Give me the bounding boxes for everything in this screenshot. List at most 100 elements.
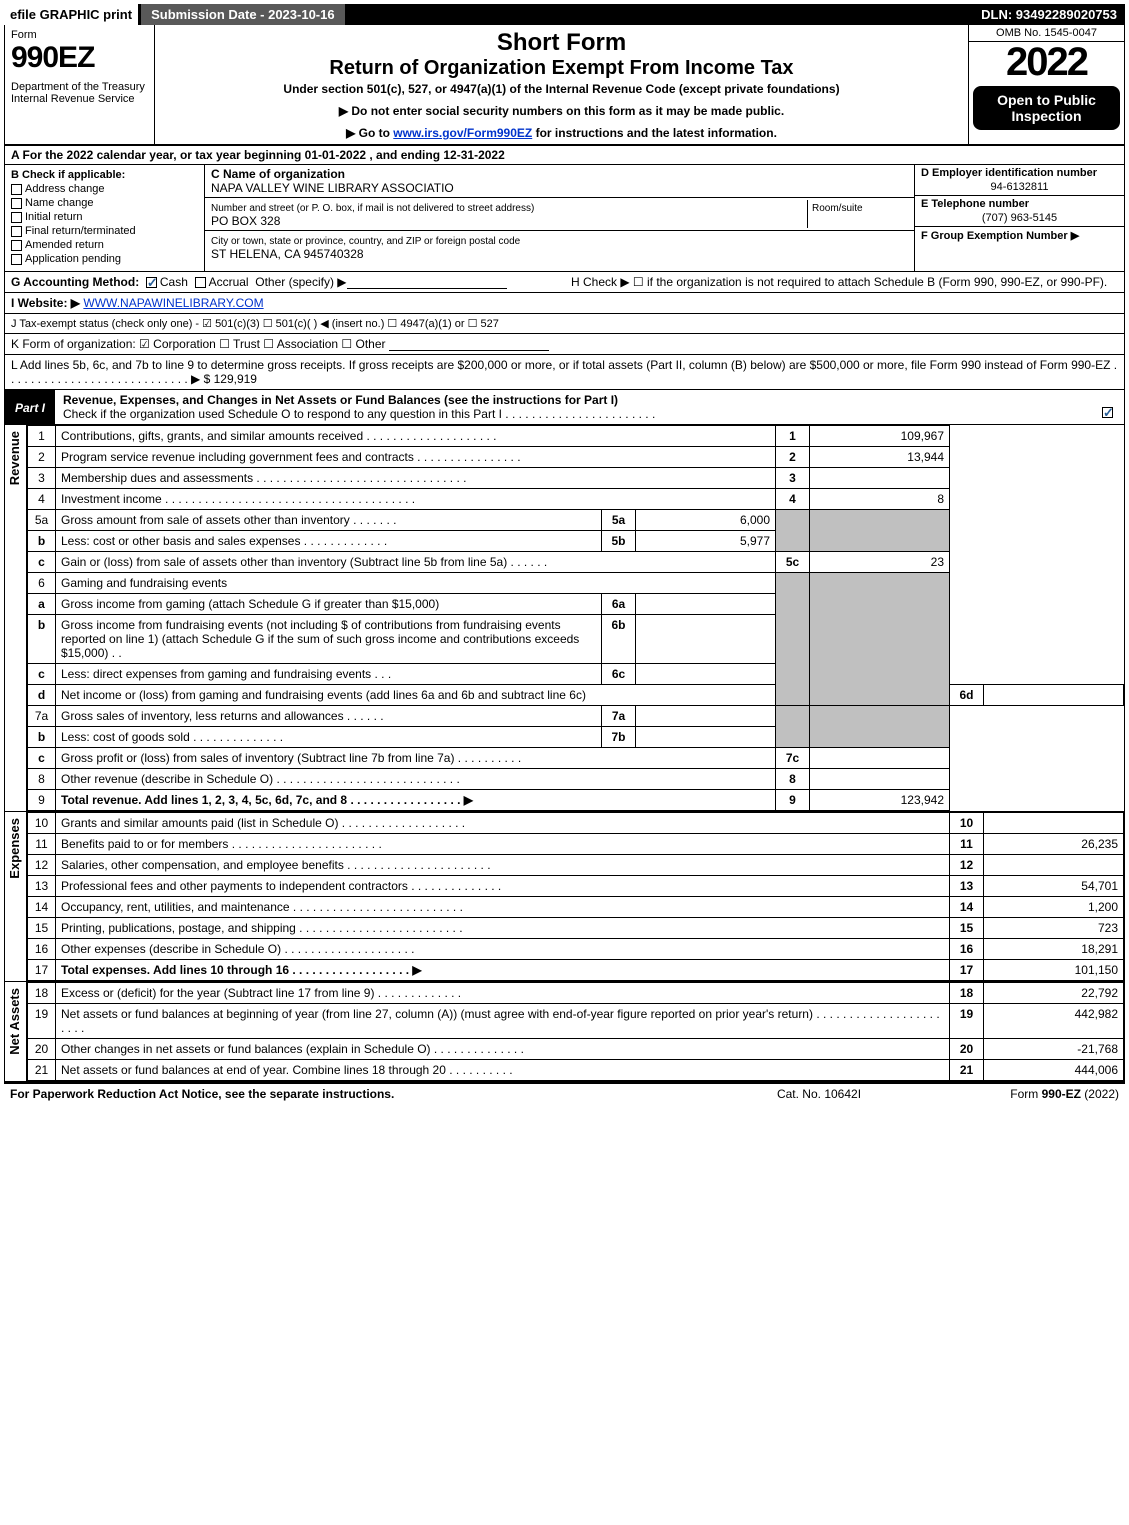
row-7c: cGross profit or (loss) from sales of in…	[28, 748, 1124, 769]
row-6a: aGross income from gaming (attach Schedu…	[28, 594, 1124, 615]
line-l: L Add lines 5b, 6c, and 7b to line 9 to …	[5, 355, 1124, 390]
header-right: OMB No. 1545-0047 2022 Open to Public In…	[969, 25, 1124, 144]
part1-title: Revenue, Expenses, and Changes in Net As…	[63, 393, 618, 407]
chk-initial-return[interactable]: Initial return	[11, 211, 198, 223]
row-4: 4Investment income . . . . . . . . . . .…	[28, 489, 1124, 510]
col-c: C Name of organization NAPA VALLEY WINE …	[205, 165, 914, 271]
e-label: E Telephone number	[921, 198, 1029, 210]
e-cell: E Telephone number (707) 963-5145	[915, 196, 1124, 227]
section-bcdef: B Check if applicable: Address change Na…	[5, 165, 1124, 272]
room-label: Room/suite	[812, 203, 863, 214]
expenses-table: 10Grants and similar amounts paid (list …	[27, 812, 1124, 981]
footer-left: For Paperwork Reduction Act Notice, see …	[10, 1087, 719, 1101]
note-ssn: ▶ Do not enter social security numbers o…	[163, 104, 960, 118]
row-7a: 7aGross sales of inventory, less returns…	[28, 706, 1124, 727]
row-12: 12Salaries, other compensation, and empl…	[28, 855, 1124, 876]
chk-cash[interactable]	[146, 277, 157, 288]
c-street-label: Number and street (or P. O. box, if mail…	[211, 203, 534, 214]
tax-year: 2022	[969, 42, 1124, 82]
line-gh: G Accounting Method: Cash Accrual Other …	[5, 272, 1124, 293]
irs-link[interactable]: www.irs.gov/Form990EZ	[393, 126, 532, 140]
c-city-cell: City or town, state or province, country…	[205, 231, 914, 263]
form-word: Form	[11, 29, 148, 41]
d-label: D Employer identification number	[921, 167, 1097, 179]
d-cell: D Employer identification number 94-6132…	[915, 165, 1124, 196]
row-11: 11Benefits paid to or for members . . . …	[28, 834, 1124, 855]
row-6c: cLess: direct expenses from gaming and f…	[28, 664, 1124, 685]
footer-right: Form 990-EZ (2022)	[919, 1087, 1119, 1101]
expenses-section: Expenses 10Grants and similar amounts pa…	[5, 811, 1124, 981]
i-label: I Website: ▶	[11, 296, 80, 310]
line-j: J Tax-exempt status (check only one) - ☑…	[5, 314, 1124, 334]
form-header: Form 990EZ Department of the Treasury In…	[5, 25, 1124, 146]
department-label: Department of the Treasury Internal Reve…	[11, 81, 148, 105]
row-14: 14Occupancy, rent, utilities, and mainte…	[28, 897, 1124, 918]
row-9: 9Total revenue. Add lines 1, 2, 3, 4, 5c…	[28, 790, 1124, 811]
c-name-label: C Name of organization	[211, 167, 345, 181]
expenses-tab: Expenses	[5, 812, 27, 981]
chk-amended-return[interactable]: Amended return	[11, 239, 198, 251]
org-city: ST HELENA, CA 945740328	[211, 247, 364, 261]
part1-title-wrap: Revenue, Expenses, and Changes in Net As…	[55, 390, 1124, 425]
part1-schedule-o-check[interactable]	[1102, 407, 1113, 418]
website-link[interactable]: WWW.NAPAWINELIBRARY.COM	[83, 296, 263, 310]
row-5b: bLess: cost or other basis and sales exp…	[28, 531, 1124, 552]
c-name-cell: C Name of organization NAPA VALLEY WINE …	[205, 165, 914, 198]
subtitle: Under section 501(c), 527, or 4947(a)(1)…	[163, 82, 960, 96]
k-text: K Form of organization: ☑ Corporation ☐ …	[11, 337, 386, 351]
f-label: F Group Exemption Number ▶	[921, 230, 1079, 242]
title-short-form: Short Form	[163, 29, 960, 57]
row-8: 8Other revenue (describe in Schedule O) …	[28, 769, 1124, 790]
line-g: G Accounting Method: Cash Accrual Other …	[11, 275, 551, 289]
row-2: 2Program service revenue including gover…	[28, 447, 1124, 468]
header-middle: Short Form Return of Organization Exempt…	[155, 25, 969, 144]
g-other-input[interactable]	[347, 277, 507, 289]
chk-final-return[interactable]: Final return/terminated	[11, 225, 198, 237]
row-20: 20Other changes in net assets or fund ba…	[28, 1039, 1124, 1060]
dln-label: DLN: 93492289020753	[973, 4, 1125, 25]
netassets-table: 18Excess or (deficit) for the year (Subt…	[27, 982, 1124, 1081]
g-other: Other (specify) ▶	[255, 275, 346, 289]
top-bar: efile GRAPHIC print Submission Date - 20…	[4, 4, 1125, 25]
row-19: 19Net assets or fund balances at beginni…	[28, 1004, 1124, 1039]
row-6: 6Gaming and fundraising events	[28, 573, 1124, 594]
row-18: 18Excess or (deficit) for the year (Subt…	[28, 983, 1124, 1004]
row-5c: cGain or (loss) from sale of assets othe…	[28, 552, 1124, 573]
netassets-section: Net Assets 18Excess or (deficit) for the…	[5, 981, 1124, 1081]
row-7b: bLess: cost of goods sold . . . . . . . …	[28, 727, 1124, 748]
f-cell: F Group Exemption Number ▶	[915, 227, 1124, 244]
row-6b: bGross income from fundraising events (n…	[28, 615, 1124, 664]
row-5a: 5aGross amount from sale of assets other…	[28, 510, 1124, 531]
g-cash: Cash	[160, 275, 188, 289]
row-17: 17Total expenses. Add lines 10 through 1…	[28, 960, 1124, 981]
row-3: 3Membership dues and assessments . . . .…	[28, 468, 1124, 489]
note-link: ▶ Go to www.irs.gov/Form990EZ for instru…	[163, 126, 960, 140]
row-13: 13Professional fees and other payments t…	[28, 876, 1124, 897]
open-to-public-badge: Open to Public Inspection	[973, 86, 1120, 130]
c-city-label: City or town, state or province, country…	[211, 236, 520, 247]
chk-application-pending[interactable]: Application pending	[11, 253, 198, 265]
submission-date-button[interactable]: Submission Date - 2023-10-16	[141, 4, 345, 25]
revenue-table: 1Contributions, gifts, grants, and simil…	[27, 425, 1124, 811]
revenue-section: Revenue 1Contributions, gifts, grants, a…	[5, 425, 1124, 811]
line-a: A For the 2022 calendar year, or tax yea…	[5, 146, 1124, 165]
form-number: 990EZ	[11, 41, 148, 75]
part1-bar: Part I Revenue, Expenses, and Changes in…	[5, 390, 1124, 425]
org-name: NAPA VALLEY WINE LIBRARY ASSOCIATIO	[211, 181, 454, 195]
part1-check: Check if the organization used Schedule …	[63, 407, 655, 421]
line-k: K Form of organization: ☑ Corporation ☐ …	[5, 334, 1124, 355]
chk-address-change[interactable]: Address change	[11, 183, 198, 195]
form-body: Form 990EZ Department of the Treasury In…	[4, 25, 1125, 1082]
title-return: Return of Organization Exempt From Incom…	[163, 57, 960, 80]
chk-accrual[interactable]	[195, 277, 206, 288]
netassets-tab: Net Assets	[5, 982, 27, 1081]
line-h: H Check ▶ ☐ if the organization is not r…	[551, 275, 1118, 289]
b-label: B Check if applicable:	[11, 169, 198, 181]
efile-button[interactable]: efile GRAPHIC print	[4, 4, 138, 25]
g-accrual: Accrual	[209, 275, 249, 289]
k-other-input[interactable]	[389, 339, 549, 351]
chk-name-change[interactable]: Name change	[11, 197, 198, 209]
row-15: 15Printing, publications, postage, and s…	[28, 918, 1124, 939]
footer-catno: Cat. No. 10642I	[719, 1087, 919, 1101]
note2-pre: ▶ Go to	[346, 126, 393, 140]
